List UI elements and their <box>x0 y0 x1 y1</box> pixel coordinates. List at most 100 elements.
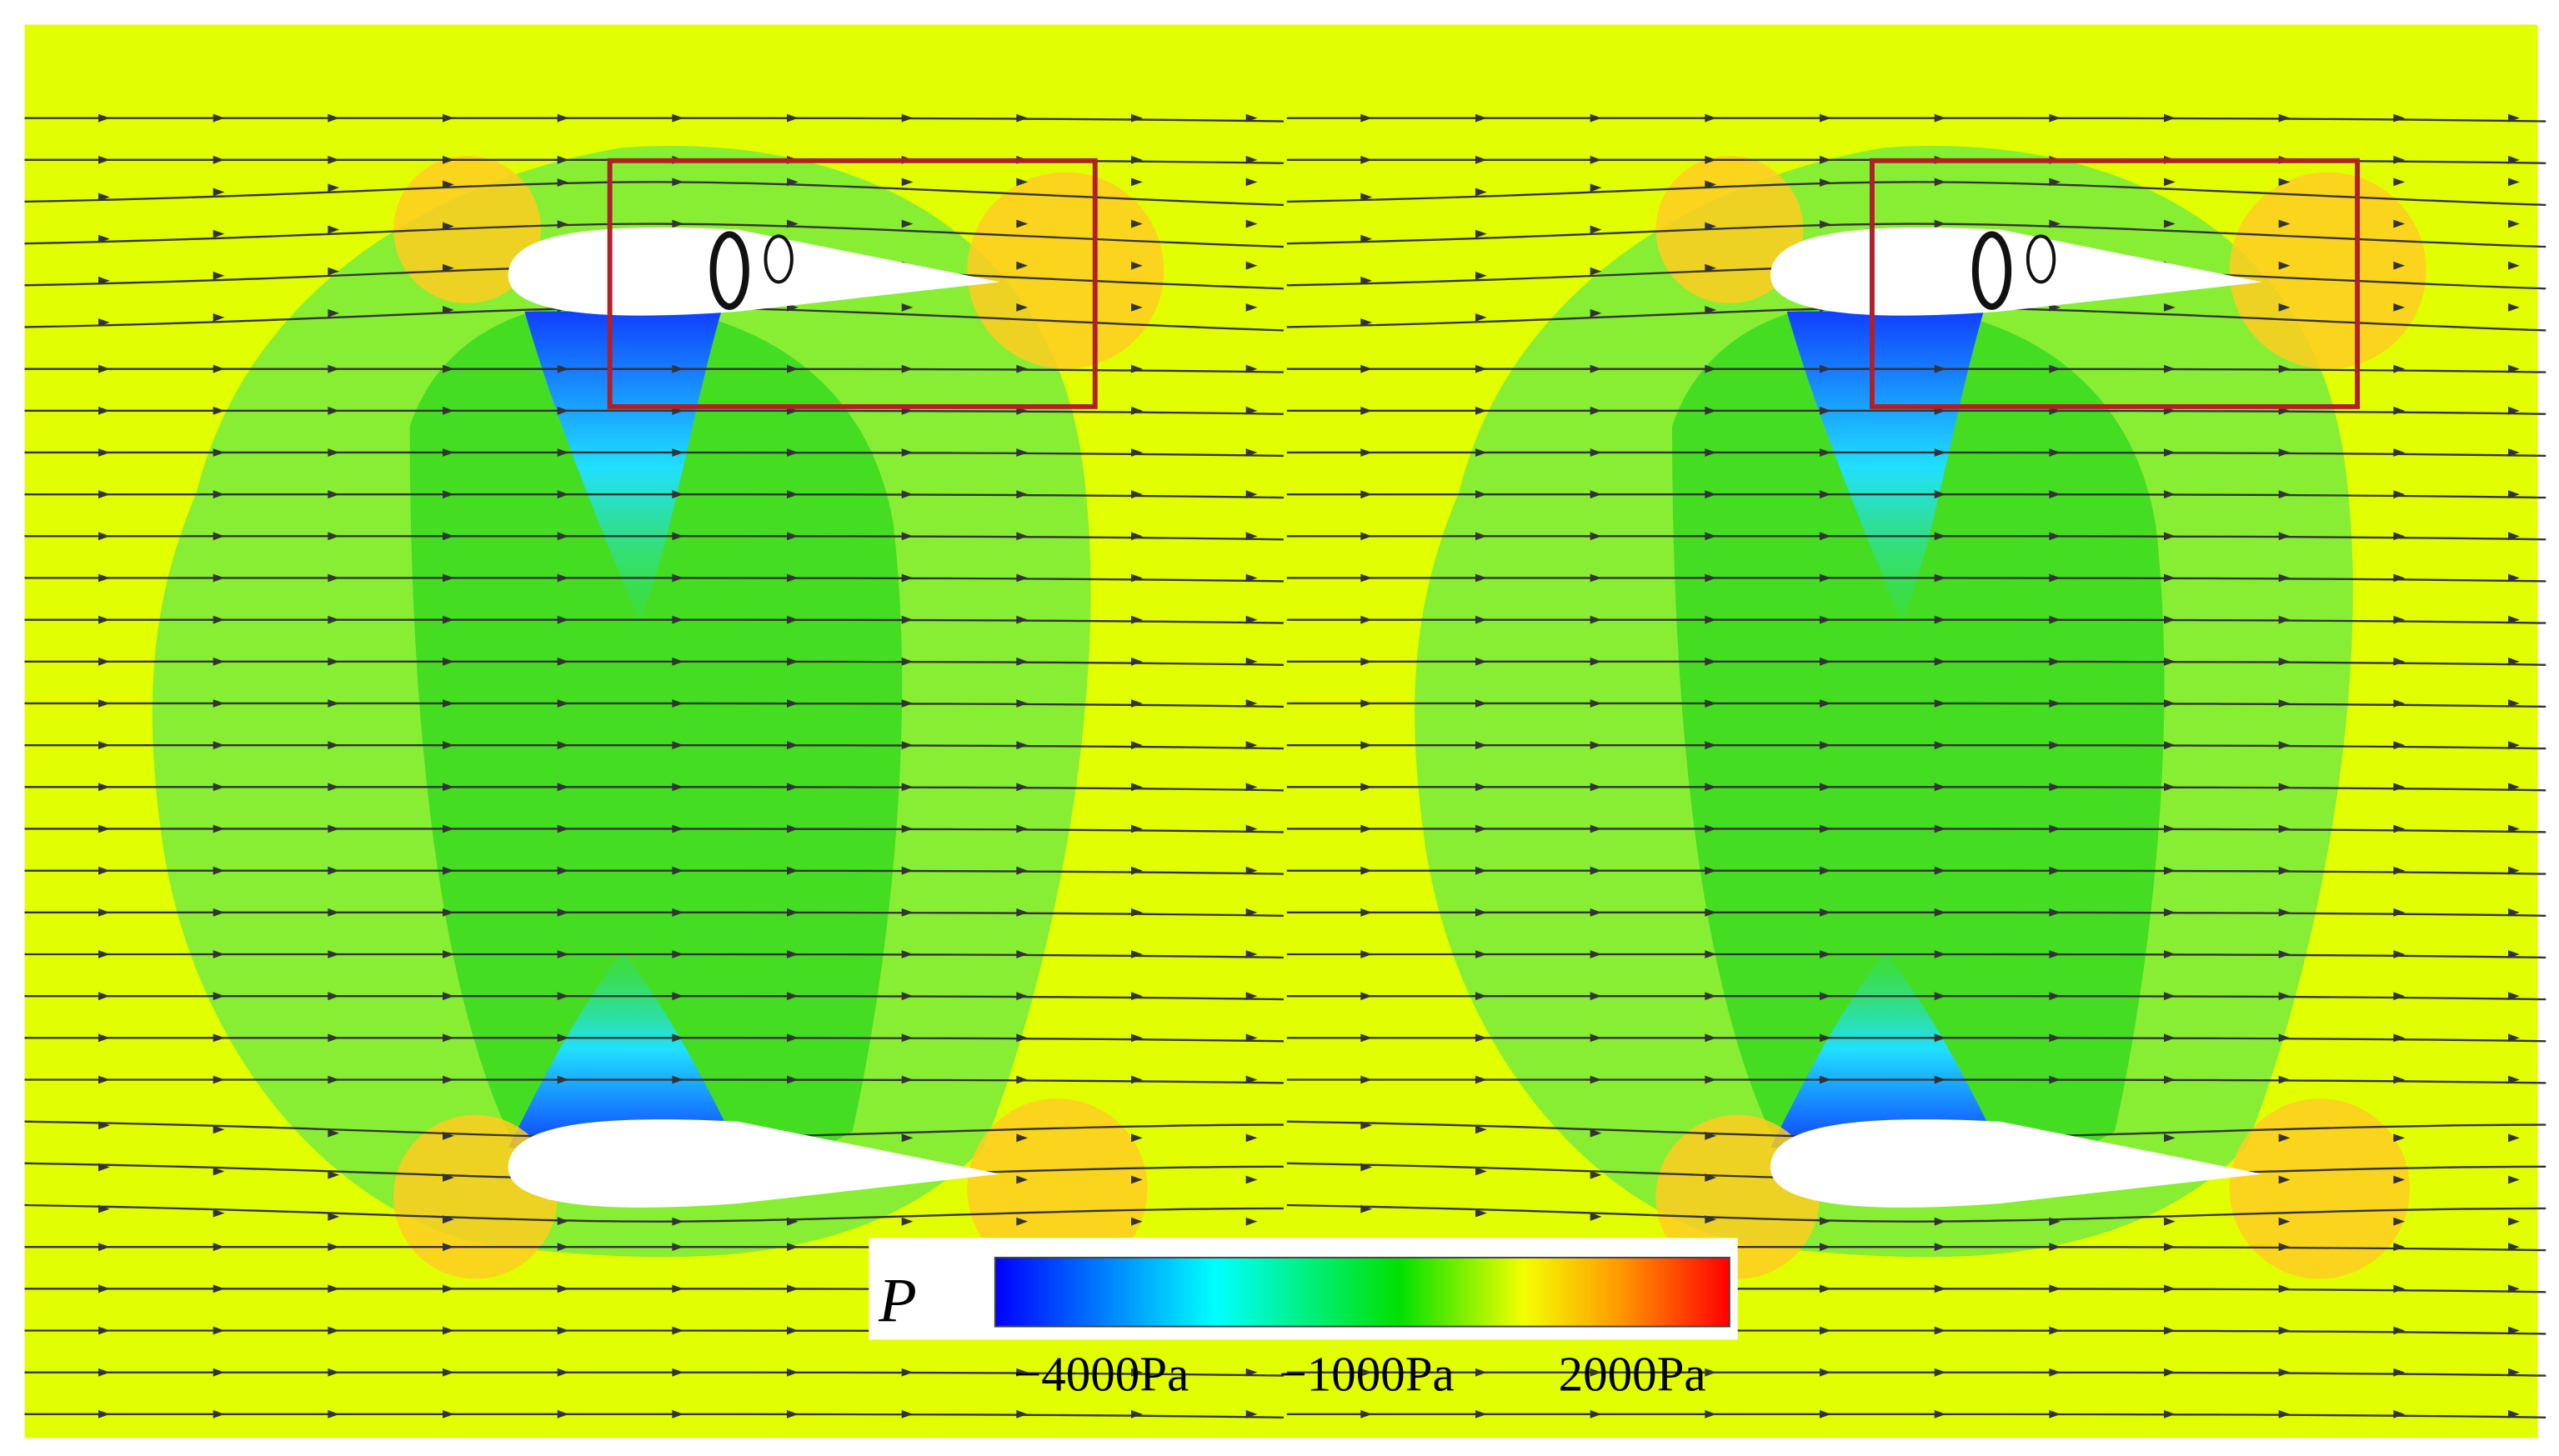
streamline-arrow <box>1245 1133 1258 1143</box>
streamline-arrow <box>787 1075 799 1084</box>
streamline-arrow <box>328 1409 340 1418</box>
streamline-arrow <box>2393 261 2406 270</box>
streamline-arrow <box>1475 866 1487 875</box>
streamline-arrow <box>1590 406 1602 415</box>
streamline-arrow <box>557 573 569 583</box>
streamline-arrow <box>901 783 914 792</box>
streamline <box>24 702 1284 708</box>
streamline-arrow <box>1245 1217 1258 1226</box>
streamline-arrow <box>1934 950 1946 958</box>
streamline-arrow <box>2393 657 2406 666</box>
streamline-arrow <box>1131 657 1143 666</box>
streamline-arrow <box>213 992 225 1001</box>
streamline <box>24 577 1284 583</box>
streamline <box>1286 828 2546 833</box>
streamline-arrow <box>213 1208 225 1218</box>
streamline-arrow <box>2393 178 2406 187</box>
streamline-arrow <box>2508 699 2520 708</box>
streamline-arrow <box>901 657 914 666</box>
streamline-arrow <box>1705 406 1717 415</box>
streamline-arrow <box>443 364 454 373</box>
streamline-arrow <box>901 992 914 1001</box>
streamline-arrow <box>213 490 225 499</box>
streamline-arrow <box>2508 1409 2520 1418</box>
streamline <box>24 743 1284 750</box>
airfoil-upper <box>508 227 1000 316</box>
streamline-arrow <box>2049 615 2061 624</box>
streamline-arrow <box>1245 741 1258 750</box>
streamline-arrow <box>1590 699 1602 708</box>
streamline-arrow <box>2393 1217 2406 1226</box>
streamline-arrow <box>1590 741 1602 750</box>
streamline-arrow <box>2278 178 2291 187</box>
streamline-arrow <box>2164 741 2176 750</box>
streamline-arrow <box>98 1121 110 1130</box>
streamline-arrow <box>1475 271 1487 280</box>
streamline-arrow <box>2278 364 2291 373</box>
streamline-arrow <box>2278 824 2291 833</box>
streamline-arrow <box>2508 155 2520 164</box>
streamline-arrow <box>1820 490 1831 499</box>
streamline <box>24 535 1284 541</box>
streamline-arrow <box>1820 406 1831 415</box>
streamline-arrow <box>1934 741 1946 750</box>
streamline-arrow <box>557 178 569 187</box>
streamline-arrow <box>2393 448 2406 457</box>
streamline-arrow <box>1820 1326 1831 1335</box>
streamline <box>24 451 1284 458</box>
streamline <box>24 117 1284 123</box>
streamline-arrow <box>1475 448 1487 457</box>
streamline-arrow <box>901 1033 914 1043</box>
streamline-arrow <box>1705 824 1717 833</box>
streamline-arrow <box>1705 783 1717 792</box>
streamline-arrow <box>1934 1033 1946 1043</box>
streamline-arrow <box>213 155 225 164</box>
streamline-arrow <box>901 490 914 499</box>
streamline-arrow <box>1590 1212 1602 1221</box>
streamline-arrow <box>443 783 454 792</box>
streamline <box>24 994 1284 1001</box>
streamline-arrow <box>1705 1075 1717 1084</box>
vortex <box>709 231 749 310</box>
streamline-arrow <box>1934 178 1946 187</box>
streamline-arrow <box>1705 1033 1717 1043</box>
stagnation-zone <box>2229 1098 2411 1279</box>
streamline-arrow <box>1475 573 1487 583</box>
streamline-arrow <box>1360 364 1373 373</box>
streamline-arrow <box>443 490 454 499</box>
streamline-arrow <box>1360 950 1373 958</box>
streamline-arrow <box>213 657 225 666</box>
streamline-arrow <box>1016 866 1029 875</box>
streamline-arrow <box>557 741 569 750</box>
streamline-arrow <box>557 1243 569 1252</box>
streamline-arrow <box>1360 532 1373 541</box>
streamline-arrow <box>1820 155 1831 164</box>
streamline-arrow <box>787 1326 799 1335</box>
streamline <box>1286 368 2546 373</box>
streamline-arrow <box>1131 155 1143 164</box>
streamline-arrow <box>1245 1409 1258 1418</box>
streamline-arrow <box>901 866 914 875</box>
streamline-arrow <box>2278 1284 2291 1293</box>
streamline-arrow <box>213 313 225 322</box>
streamline-arrow <box>1131 448 1143 457</box>
streamline-arrow <box>443 180 454 189</box>
streamline-arrow <box>328 532 340 541</box>
vortex <box>1971 231 2012 310</box>
streamline-arrow <box>557 1409 569 1418</box>
streamline-arrow <box>2508 532 2520 541</box>
streamline-arrow <box>1820 448 1831 457</box>
streamline-arrow <box>328 1368 340 1377</box>
streamline-arrow <box>557 364 569 373</box>
pressure-jet-lower <box>508 951 739 1148</box>
streamline-arrow <box>901 1075 914 1084</box>
streamline-arrow <box>1705 741 1717 750</box>
streamline-arrow <box>2164 908 2176 917</box>
colorbar: P −4000Pa −1000Pa 2000Pa <box>869 1238 1738 1401</box>
streamline-arrow <box>1131 950 1143 958</box>
streamline-arrow <box>98 783 110 792</box>
streamline-arrow <box>2049 448 2061 457</box>
streamline-arrow <box>1590 490 1602 499</box>
streamline-arrow <box>1475 532 1487 541</box>
